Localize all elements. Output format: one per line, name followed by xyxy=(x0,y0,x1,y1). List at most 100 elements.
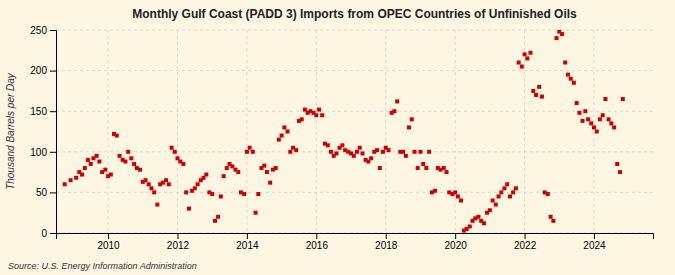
y-tick-mark xyxy=(50,152,56,153)
point xyxy=(502,186,506,190)
point xyxy=(618,170,622,174)
point xyxy=(118,154,122,158)
point xyxy=(329,150,333,154)
x-tick-mark xyxy=(316,233,317,239)
point xyxy=(74,176,78,180)
x-tick: 2022 xyxy=(514,233,537,251)
point xyxy=(468,225,472,229)
point xyxy=(401,150,405,154)
point xyxy=(251,150,255,154)
points xyxy=(63,30,625,233)
x-tick-label: 2012 xyxy=(167,240,190,251)
y-tick-label: 250 xyxy=(30,25,47,36)
y-tick-label: 200 xyxy=(30,65,47,76)
point xyxy=(581,119,585,123)
point xyxy=(546,192,550,196)
point xyxy=(236,170,240,174)
point xyxy=(575,101,579,105)
point xyxy=(456,194,460,198)
x-tick-mark xyxy=(108,233,109,239)
point xyxy=(288,150,292,154)
y-tick-label: 50 xyxy=(36,187,48,198)
point xyxy=(615,162,619,166)
grid-line-x xyxy=(246,30,247,233)
x-tick-mark xyxy=(594,233,595,239)
point xyxy=(595,130,599,134)
point xyxy=(147,182,151,186)
y-tick: 250 xyxy=(30,25,56,36)
point xyxy=(219,194,223,198)
point xyxy=(621,97,625,101)
point xyxy=(254,211,258,215)
x-tick-label: 2024 xyxy=(583,240,606,251)
point xyxy=(265,170,269,174)
point xyxy=(103,168,107,172)
point xyxy=(115,134,119,138)
point xyxy=(387,148,391,152)
x-axis-line xyxy=(57,234,654,240)
point xyxy=(262,164,266,168)
title: Monthly Gulf Coast (PADD 3) Imports from… xyxy=(132,7,577,21)
point xyxy=(216,215,220,219)
point xyxy=(598,117,602,121)
point xyxy=(210,192,214,196)
point xyxy=(517,60,521,64)
point xyxy=(583,109,587,113)
source-note: Source: U.S. Energy Information Administ… xyxy=(8,261,197,271)
point xyxy=(360,151,364,155)
x-tick: 2024 xyxy=(583,233,606,251)
point xyxy=(418,150,422,154)
y-tick: 50 xyxy=(36,187,56,198)
point xyxy=(155,203,159,207)
point xyxy=(531,89,535,93)
point xyxy=(204,173,208,177)
grid-line-x xyxy=(108,30,109,233)
point xyxy=(523,52,527,56)
chart: 2010201220142016201820202022202405010015… xyxy=(0,0,675,275)
point xyxy=(499,190,503,194)
point xyxy=(601,113,605,117)
point xyxy=(444,170,448,174)
point xyxy=(181,162,185,166)
point xyxy=(572,81,576,85)
point xyxy=(63,182,67,186)
y-tick-mark xyxy=(50,30,56,31)
point xyxy=(196,182,200,186)
x-tick-mark xyxy=(525,233,526,239)
point xyxy=(395,99,399,103)
x-tick-label: 2014 xyxy=(236,240,259,251)
point xyxy=(352,154,356,158)
point xyxy=(320,113,324,117)
point xyxy=(69,178,73,182)
point xyxy=(144,178,148,182)
point xyxy=(586,117,590,121)
point xyxy=(592,125,596,129)
point xyxy=(317,108,321,112)
x-tick-label: 2020 xyxy=(445,240,468,251)
point xyxy=(123,160,127,164)
y-tick-mark xyxy=(50,233,56,234)
y-tick-mark xyxy=(50,192,56,193)
point xyxy=(97,160,101,164)
grid-line-y xyxy=(56,30,653,31)
point xyxy=(421,162,425,166)
point xyxy=(505,182,509,186)
point xyxy=(294,148,298,152)
x-tick: 2014 xyxy=(236,233,259,251)
point xyxy=(138,168,142,172)
point xyxy=(167,182,171,186)
point xyxy=(525,56,529,60)
point xyxy=(537,85,541,89)
point xyxy=(126,150,130,154)
grid-line-x xyxy=(455,30,456,233)
point xyxy=(83,166,87,170)
point xyxy=(413,150,417,154)
point xyxy=(358,146,362,150)
point xyxy=(256,192,260,196)
point xyxy=(184,190,188,194)
point xyxy=(173,150,177,154)
point xyxy=(80,173,84,177)
point xyxy=(222,174,226,178)
point xyxy=(609,121,613,125)
point xyxy=(286,130,290,134)
